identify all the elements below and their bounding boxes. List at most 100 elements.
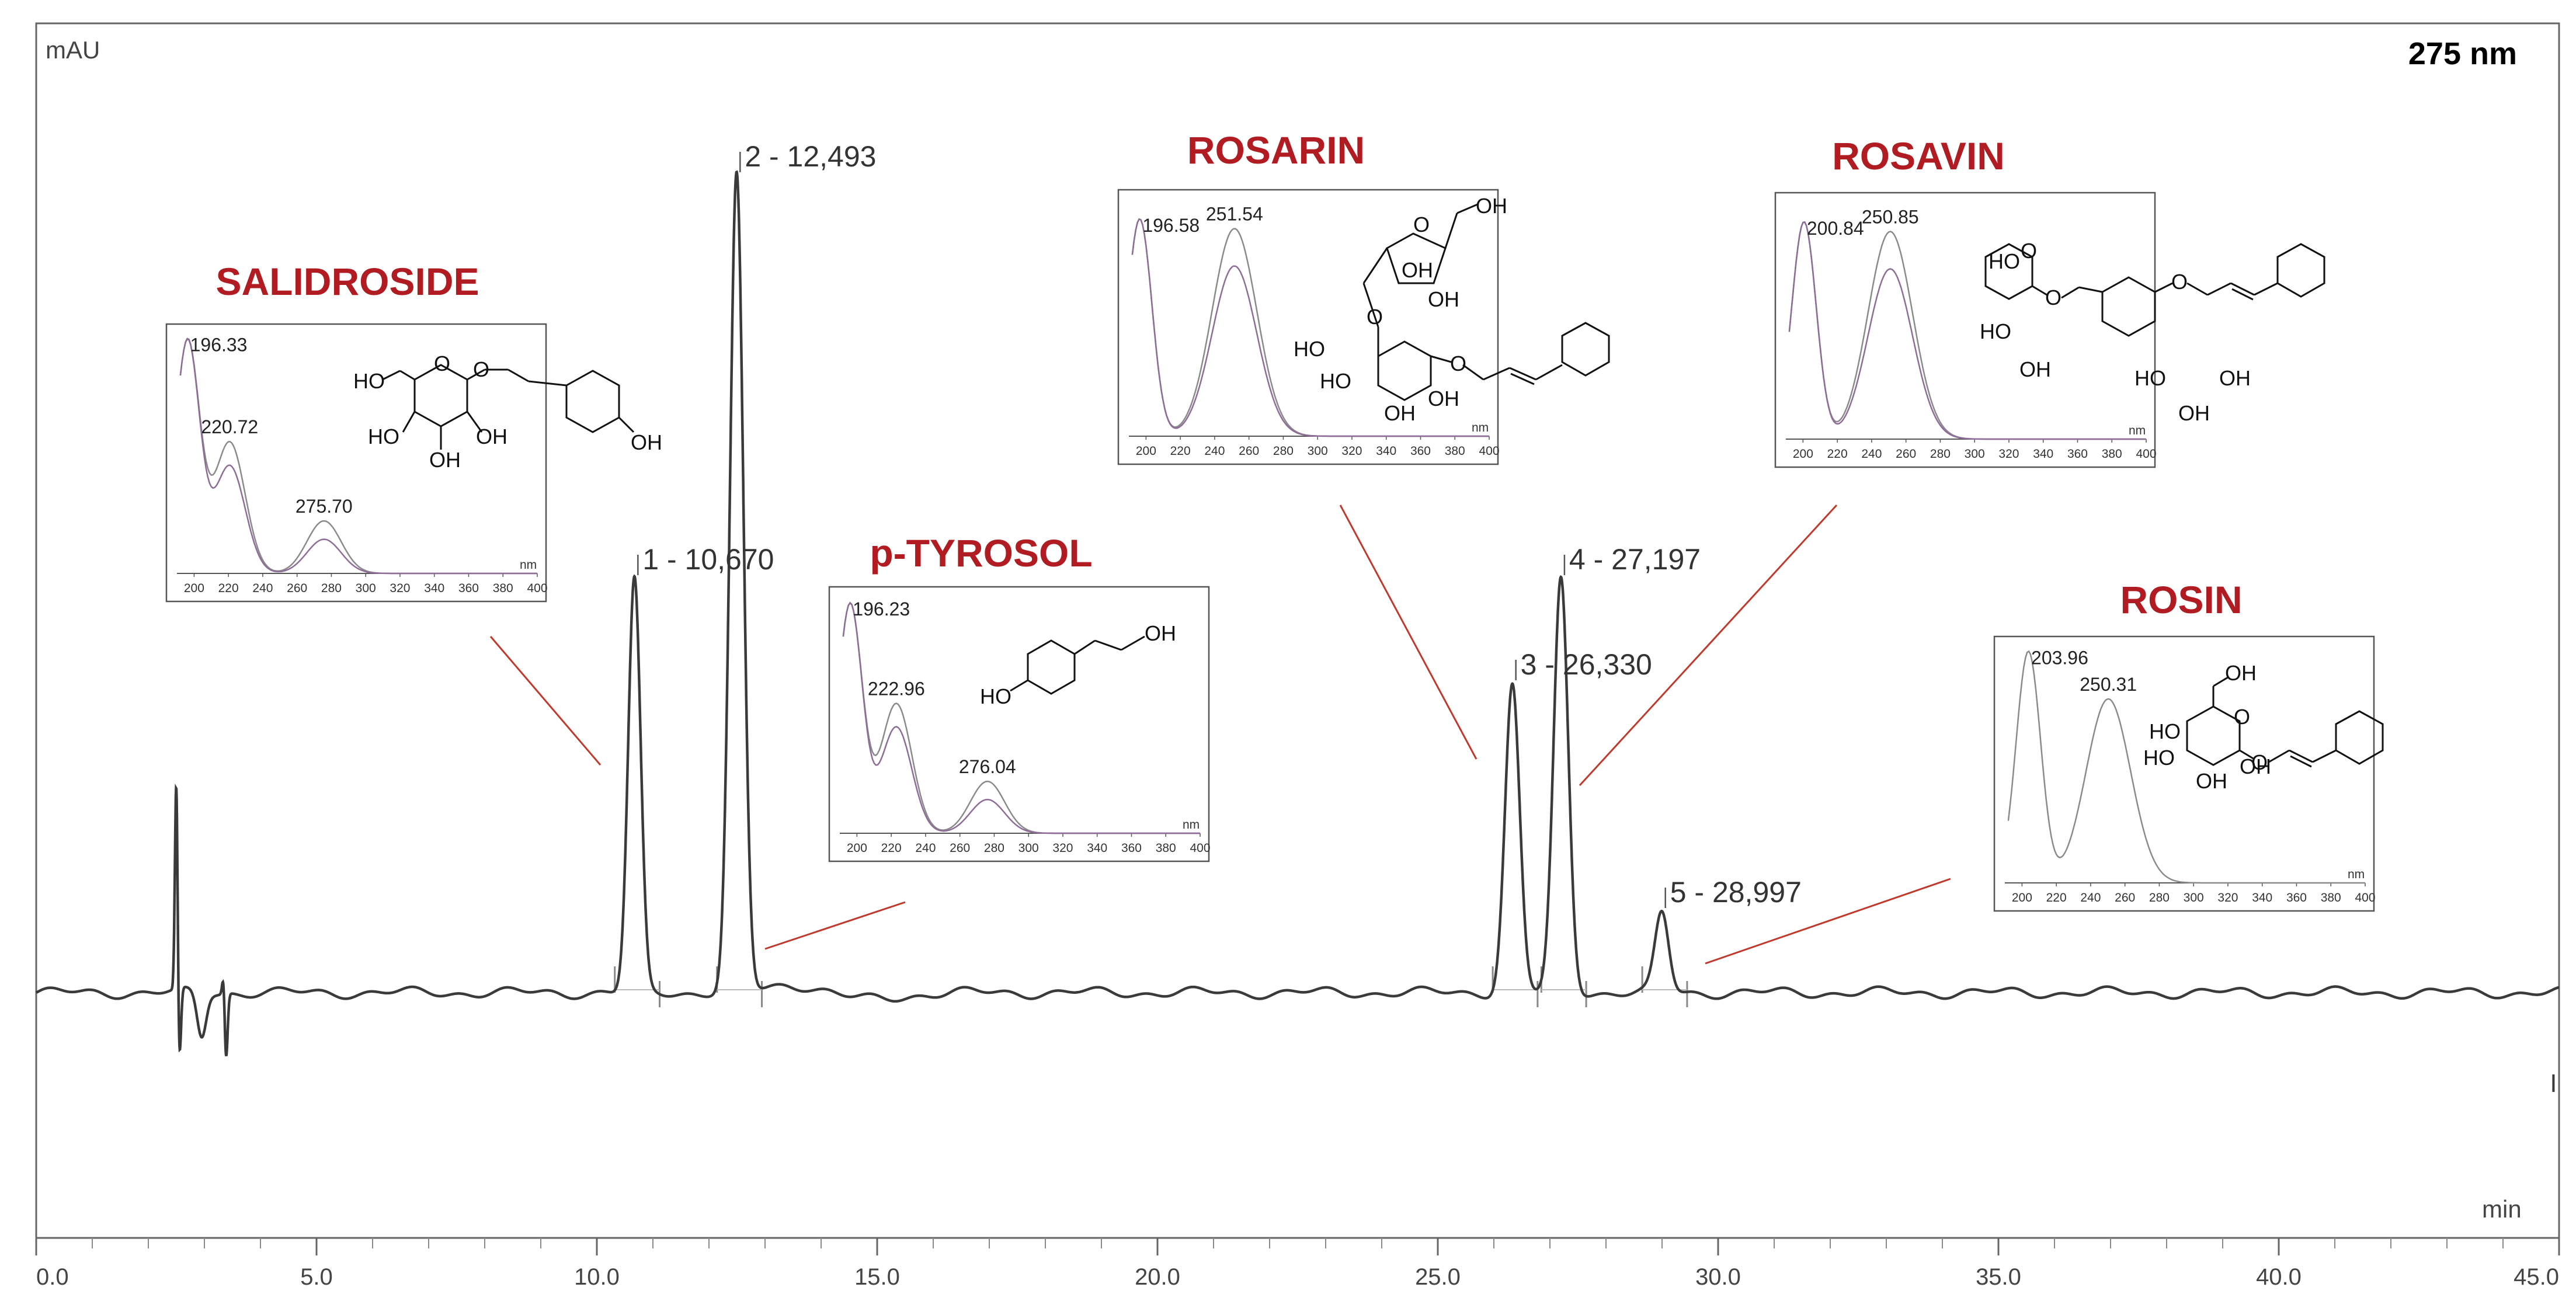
inset-tick-label: 300 — [1965, 447, 1985, 461]
inset-spectrum-curve — [1131, 218, 1489, 437]
inset-rosavin: ROSAVIN 200 220 240 260 280 300 320 340 360 380 40… — [1774, 134, 2325, 468]
inset-p-tyrosol: p-TYROSOL 200 220 240 260 280 300 320 340 360 380… — [828, 531, 1211, 862]
uv-max-label: 220.72 — [201, 416, 258, 437]
structure-rosin — [2186, 676, 2384, 768]
inset-tick-label: 280 — [321, 582, 342, 595]
subst-label: OH — [2196, 769, 2227, 793]
subst-label: OH — [1476, 194, 1507, 218]
inset-rosin: ROSIN 200 220 240 260 280 300 320 340 360 380 400 n… — [1993, 578, 2384, 912]
inset-tick-label: 340 — [1087, 841, 1107, 855]
atom-o-ether-rosavin: O — [2171, 270, 2188, 294]
inset-tick-label: 320 — [390, 582, 410, 595]
subst-label: OH — [2019, 357, 2051, 381]
uv-max-label: 222.96 — [868, 679, 925, 700]
uv-max-label: 275.70 — [296, 496, 353, 517]
inset-tick-label: 320 — [1052, 841, 1073, 855]
peak-label-3: 3 - 26,330 — [1521, 648, 1652, 681]
structure-salidroside — [382, 364, 635, 450]
subst-label: OH — [1428, 287, 1459, 311]
peak-label-2: 2 - 12,493 — [745, 140, 876, 173]
inset-tick-label: 320 — [1341, 444, 1362, 458]
inset-tick-label: 340 — [2252, 891, 2272, 905]
subst-label: OH — [2225, 661, 2257, 685]
inset-tick-label: 220 — [218, 582, 239, 595]
uv-max-label: 250.85 — [1862, 206, 1919, 227]
inset-tick-label: 400 — [1479, 444, 1499, 458]
inset-tick-label: 260 — [2115, 891, 2135, 905]
inset-tick-label: 260 — [1239, 444, 1259, 458]
x-tick-label: 5.0 — [300, 1264, 333, 1290]
subst-label: OH — [2240, 754, 2271, 778]
subst-label: HO — [1989, 249, 2020, 273]
x-tick-label: 15.0 — [854, 1264, 900, 1290]
inset-tick-label: 220 — [1827, 447, 1848, 461]
inset-tick-label: 380 — [2102, 447, 2122, 461]
inset-tick-label: 240 — [252, 582, 273, 595]
subst-label: OH — [2219, 366, 2251, 390]
inset-tick-label: 360 — [1410, 444, 1431, 458]
inset-tick-label: 360 — [458, 582, 479, 595]
inset-tick-label: 360 — [2067, 447, 2088, 461]
inset-tick-label: 380 — [493, 582, 513, 595]
inset-tick-label: 200 — [847, 841, 867, 855]
structure-p-tyrosol — [1010, 635, 1145, 695]
atom-o-ring-rosavin: O — [2021, 239, 2037, 263]
inset-unit: nm — [1183, 818, 1200, 832]
inset-tick-label: 380 — [2321, 891, 2341, 905]
inset-tick-label: 360 — [2286, 891, 2307, 905]
uv-spectrum-rosin: 200 220 240 260 280 300 320 340 360 380 400 nm 203.9… — [1993, 635, 2376, 912]
compound-name-p-tyrosol: p-TYROSOL — [870, 531, 1092, 575]
inset-tick-label: 280 — [1930, 447, 1951, 461]
structure-rosarin — [1362, 203, 1610, 401]
leader-line — [1339, 505, 1478, 760]
inset-unit: nm — [1472, 421, 1489, 434]
inset-tick-label: 260 — [1896, 447, 1916, 461]
x-tick-label: 30.0 — [1695, 1264, 1741, 1290]
inset-spectrum-curve — [1788, 221, 2146, 440]
subst-label: OH — [1428, 387, 1459, 410]
uv-max-label: 203.96 — [2031, 647, 2088, 668]
subst-label: HO — [368, 425, 399, 448]
inset-tick-label: 280 — [1273, 444, 1294, 458]
subst-label: HO — [1320, 369, 1351, 393]
inset-salidroside: SALIDROSIDE 200 220 240 260 280 300 320 340 360 3… — [165, 260, 662, 603]
inset-tick-label: 320 — [1998, 447, 2019, 461]
subst-label: HO — [2135, 366, 2166, 390]
inset-tick-label: 260 — [950, 841, 970, 855]
inset-tick-label: 200 — [2012, 891, 2032, 905]
uv-spectrum-p-tyrosol: 200 220 240 260 280 300 320 340 360 380 400 nm 196.2… — [828, 586, 1211, 862]
inset-tick-label: 300 — [1018, 841, 1039, 855]
inset-tick-label: 240 — [915, 841, 936, 855]
subst-label: OH — [1402, 258, 1433, 282]
peak-label-1: 1 - 10,670 — [642, 543, 774, 576]
compound-name-rosarin: ROSARIN — [1187, 128, 1365, 172]
inset-tick-label: 240 — [2080, 891, 2101, 905]
subst-label: HO — [2143, 746, 2175, 770]
peak-integration-ticks — [614, 966, 1688, 1007]
subst-label: OH — [476, 425, 507, 448]
leader-line — [1579, 504, 1838, 787]
inset-tick-label: 380 — [1445, 444, 1465, 458]
atom-o-ether-salidroside: O — [473, 357, 489, 381]
x-axis: 0.0 5.0 10.0 15.0 20.0 25.0 30.0 35.0 40.0 45.0 — [35, 1237, 2560, 1290]
subst-label: HO — [353, 369, 385, 393]
inset-frame — [1993, 635, 2375, 912]
uv-max-label: 251.54 — [1206, 203, 1263, 224]
inset-unit: nm — [2348, 868, 2365, 881]
atom-o-link-rosavin: O — [2045, 286, 2062, 309]
atom-o-ring-salidroside: O — [434, 352, 450, 375]
subst-label: OH — [1145, 621, 1176, 645]
inset-tick-label: 300 — [356, 582, 376, 595]
inset-tick-label: 280 — [2149, 891, 2170, 905]
inset-tick-label: 380 — [1156, 841, 1176, 855]
inset-tick-label: 220 — [1170, 444, 1191, 458]
inset-tick-label: 300 — [2184, 891, 2204, 905]
inset-tick-label: 220 — [881, 841, 902, 855]
uv-max-label: 200.84 — [1807, 218, 1864, 239]
inset-tick-label: 200 — [184, 582, 204, 595]
x-tick-label: 20.0 — [1135, 1264, 1180, 1290]
y-axis-label: mAU — [46, 36, 100, 64]
peak-label-5: 5 - 28,997 — [1670, 876, 1802, 909]
subst-label: HO — [980, 684, 1011, 708]
uv-max-label: 196.58 — [1142, 215, 1200, 236]
